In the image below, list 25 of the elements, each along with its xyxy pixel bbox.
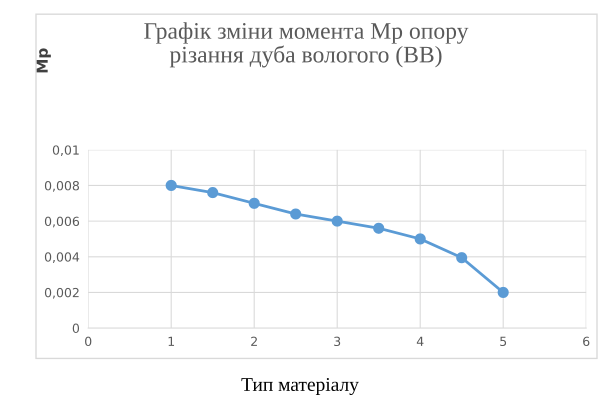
x-tick-label: 5 bbox=[500, 336, 506, 346]
y-tick-label: 0,008 bbox=[44, 180, 80, 192]
point bbox=[290, 208, 302, 220]
point bbox=[166, 180, 177, 192]
point bbox=[207, 187, 218, 198]
x-tick-label: 2 bbox=[251, 336, 257, 346]
y-tick-label: 0,01 bbox=[52, 145, 79, 156]
x-tick-label: 3 bbox=[334, 336, 340, 346]
y-tick-label: 0 bbox=[72, 324, 80, 333]
chart-title: Графік зміни момента Mp опору різання дуба вологого (ВВ) bbox=[144, 22, 468, 68]
x-tick-label: 0 bbox=[85, 336, 92, 346]
point bbox=[414, 233, 426, 245]
point bbox=[498, 286, 509, 298]
x-axis-title: Тип матеріалу bbox=[241, 378, 359, 396]
x-tick-label: 4 bbox=[416, 336, 424, 346]
point bbox=[248, 198, 260, 209]
y-tick-label: 0,006 bbox=[44, 216, 80, 228]
point bbox=[456, 252, 468, 264]
y-tick-label: 0,004 bbox=[44, 252, 80, 263]
y-tick-label: 0,002 bbox=[44, 288, 79, 299]
x-tick-label: 6 bbox=[583, 336, 590, 346]
y-axis-title: Mp bbox=[36, 48, 51, 72]
point bbox=[373, 222, 384, 234]
point bbox=[332, 216, 343, 227]
x-tick-label: 1 bbox=[168, 336, 174, 346]
